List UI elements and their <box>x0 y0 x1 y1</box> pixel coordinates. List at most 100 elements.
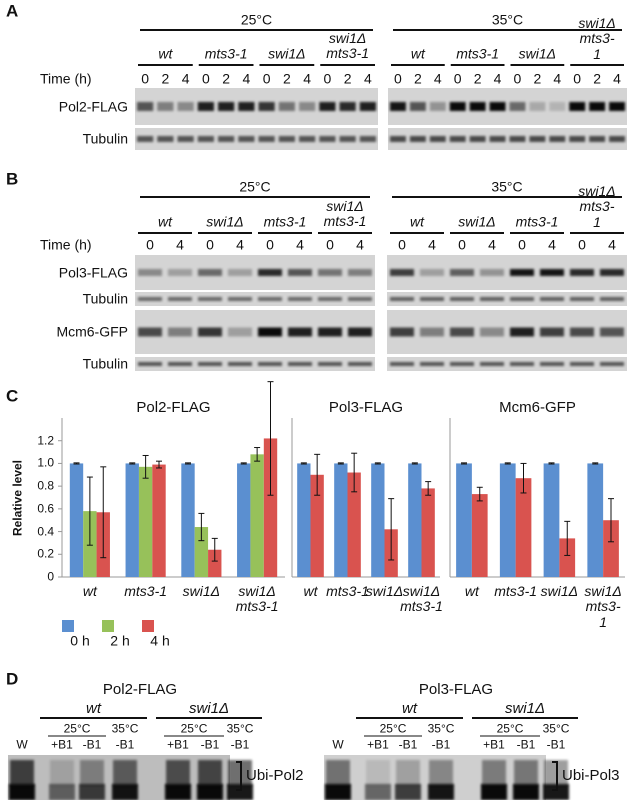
blot-band <box>589 102 606 111</box>
blot-band <box>9 784 35 800</box>
y-tick-label: 0.2 <box>37 546 54 561</box>
blot-band <box>600 269 624 276</box>
genotype-label: wt <box>410 213 424 230</box>
x-tick-label: mts3-1 <box>494 583 538 599</box>
blot <box>135 88 378 125</box>
blot-band <box>570 327 594 337</box>
x-tick-label: mts3-1 <box>326 583 369 599</box>
blot-band <box>480 362 504 366</box>
blot-band <box>569 102 586 111</box>
time-point: 0 <box>206 236 214 253</box>
x-tick-label: swi1Δ mts3-1 <box>235 583 279 615</box>
bar <box>408 463 422 577</box>
blot <box>135 357 375 371</box>
blot-band <box>177 136 194 142</box>
time-point: 4 <box>548 236 556 253</box>
blot-band <box>549 102 566 111</box>
blot-band <box>79 784 105 800</box>
genotype-label: wt <box>402 699 417 717</box>
blot-band <box>228 362 252 366</box>
bar <box>334 463 348 577</box>
blot <box>135 128 378 150</box>
blot-band <box>389 102 406 111</box>
lane-label: -B1 <box>200 737 220 752</box>
blot-band <box>318 269 342 276</box>
blot-band <box>389 136 406 142</box>
blot-band <box>609 102 626 111</box>
time-point: 0 <box>398 236 406 253</box>
blot-band <box>168 269 192 276</box>
blot-smear <box>113 760 137 786</box>
time-point: 4 <box>296 236 304 253</box>
lane-label: -B1 <box>431 737 451 752</box>
x-tick-label: mts3-1 <box>124 583 168 599</box>
blot-band <box>570 297 594 301</box>
blot-band <box>138 362 162 366</box>
blot-band <box>420 327 444 337</box>
bar <box>69 463 84 577</box>
bar <box>371 463 385 577</box>
x-tick-label: swi1Δ mts3-1 <box>400 583 443 615</box>
blot-band <box>258 102 275 111</box>
condition-label: 35°C <box>491 178 523 195</box>
blot-band <box>540 297 564 301</box>
bar <box>263 438 278 577</box>
blot-band <box>529 136 546 142</box>
y-tick-label: 1.0 <box>37 455 54 470</box>
temperature-label: 35°C <box>542 721 570 736</box>
blot-smear <box>366 760 390 786</box>
blot-band <box>228 269 252 276</box>
blot-band <box>469 102 486 111</box>
blot-band <box>390 269 414 276</box>
lane-label: +B1 <box>367 737 389 752</box>
blot-band <box>218 102 235 111</box>
time-point: 4 <box>488 236 496 253</box>
blot-band <box>510 269 534 276</box>
blot-band <box>197 136 214 142</box>
time-point: 0 <box>458 236 466 253</box>
blot-band <box>288 269 312 276</box>
blot-band <box>348 269 372 276</box>
time-point: 0 <box>394 70 402 87</box>
blot-band <box>227 784 253 800</box>
blot-band <box>137 102 154 111</box>
legend-label: 4 h <box>150 632 170 649</box>
genotype-label: mts3-1 <box>456 45 500 62</box>
blot-band <box>569 136 586 142</box>
blot-band <box>318 327 342 337</box>
time-point: 4 <box>303 70 312 87</box>
blot-band <box>489 102 506 111</box>
temperature-label: 35°C <box>226 721 254 736</box>
blot-band <box>540 362 564 366</box>
time-point: 0 <box>518 236 526 253</box>
temperature-label: 35°C <box>111 721 139 736</box>
time-point: 0 <box>141 70 150 87</box>
panel-letter: D <box>6 669 19 689</box>
panel-letter: A <box>6 1 19 21</box>
blot-band <box>238 136 255 142</box>
blot-band <box>600 327 624 337</box>
time-point: 0 <box>453 70 462 87</box>
time-point: 4 <box>176 236 184 253</box>
blot-band <box>238 102 255 111</box>
time-label: Time (h) <box>40 236 92 253</box>
bar <box>138 466 153 577</box>
time-point: 0 <box>201 70 210 87</box>
row-label: Tubulin <box>82 290 128 307</box>
blot-band <box>570 362 594 366</box>
blot-band <box>481 784 507 800</box>
time-point: 4 <box>553 70 562 87</box>
blot-band <box>509 102 526 111</box>
blot-band <box>168 297 192 301</box>
genotype-label: swi1Δ mts3-1 <box>578 14 616 62</box>
y-tick-label: 0 <box>47 569 54 584</box>
genotype-label: wt <box>158 213 172 230</box>
time-point: 2 <box>473 70 482 87</box>
time-point: 4 <box>363 70 372 87</box>
blot-band <box>348 327 372 337</box>
blot-band <box>299 136 316 142</box>
blot-band <box>450 362 474 366</box>
blot-band <box>429 136 446 142</box>
blot-band <box>450 297 474 301</box>
